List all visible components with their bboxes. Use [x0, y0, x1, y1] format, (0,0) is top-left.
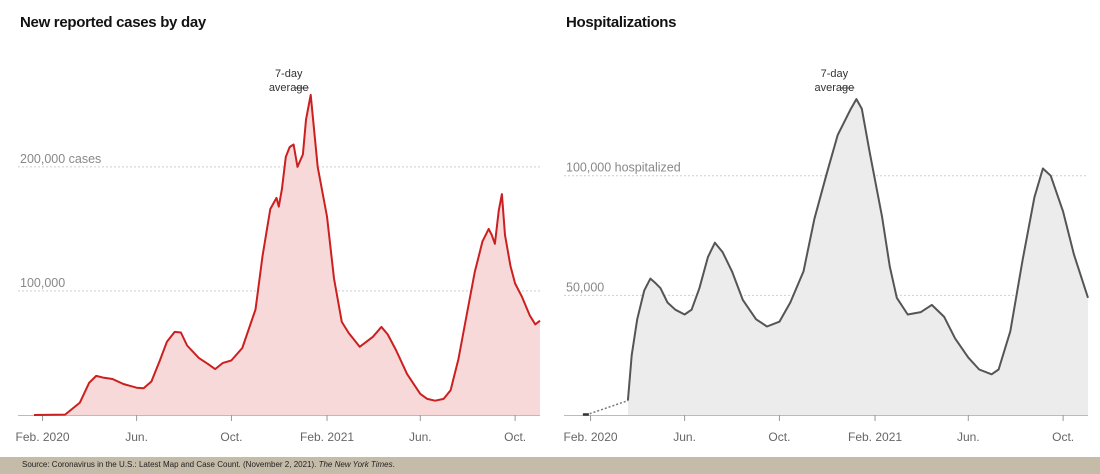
x-tick-label: Jun.: [957, 430, 980, 444]
annotation-label: 7-day: [275, 68, 303, 80]
hospitalizations-chart-title: Hospitalizations: [566, 14, 677, 31]
series-line: [626, 98, 1089, 401]
series-area-fill: [627, 99, 1088, 415]
x-tick-label: Oct.: [1052, 430, 1074, 444]
y-tick-label: 50,000: [566, 280, 604, 294]
missing-data-segment: [585, 399, 629, 416]
series-line: [33, 93, 541, 416]
annotation-label: average: [814, 82, 854, 94]
x-tick-label: Jun.: [673, 430, 696, 444]
y-tick-label: 200,000 cases: [20, 152, 101, 166]
x-tick-label: Feb. 2020: [16, 430, 70, 444]
source-end: .: [392, 460, 395, 469]
x-tick-label: Oct.: [768, 430, 790, 444]
source-footer: Source: Coronavirus in the U.S.: Latest …: [0, 457, 1100, 474]
cases-chart: 200,000 cases 100,000 Feb. 2020 Jun. Oct. Feb…: [16, 68, 541, 444]
x-tick-label: Jun.: [125, 430, 148, 444]
x-tick-label: Oct.: [220, 430, 242, 444]
y-tick-label: 100,000: [20, 276, 65, 290]
source-text: Source: Coronavirus in the U.S.: Latest …: [22, 460, 319, 469]
x-tick-label: Jun.: [409, 430, 432, 444]
x-tick-label: Feb. 2021: [848, 430, 902, 444]
x-tick-label: Feb. 2020: [564, 430, 618, 444]
cases-chart-title: New reported cases by day: [20, 14, 206, 31]
y-tick-label: 100,000 hospitalized: [566, 161, 681, 175]
source-publication: The New York Times: [318, 460, 393, 469]
x-tick-label: Oct.: [504, 430, 526, 444]
series-area-fill: [34, 94, 540, 416]
source-citation: Source: Coronavirus in the U.S.: Latest …: [22, 460, 395, 469]
x-tick-label: Feb. 2021: [300, 430, 354, 444]
hospitalizations-chart: 100,000 hospitalized 50,000 Feb. 2020 Jun. O…: [564, 68, 1089, 444]
annotation-label: average: [269, 82, 309, 94]
annotation-label: 7-day: [821, 68, 849, 80]
